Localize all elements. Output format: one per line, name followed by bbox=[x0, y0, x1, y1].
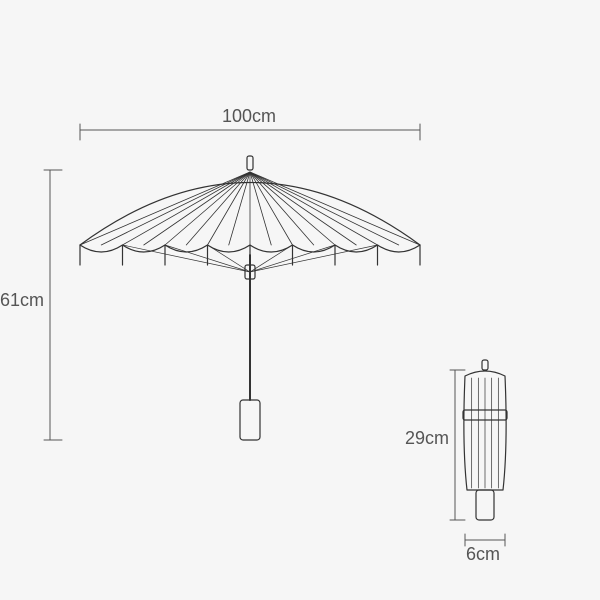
length-folded-label: 29cm bbox=[405, 428, 449, 449]
width-open-label: 100cm bbox=[222, 106, 276, 127]
width-folded-label: 6cm bbox=[466, 544, 500, 565]
height-open-label: 61cm bbox=[0, 290, 44, 311]
